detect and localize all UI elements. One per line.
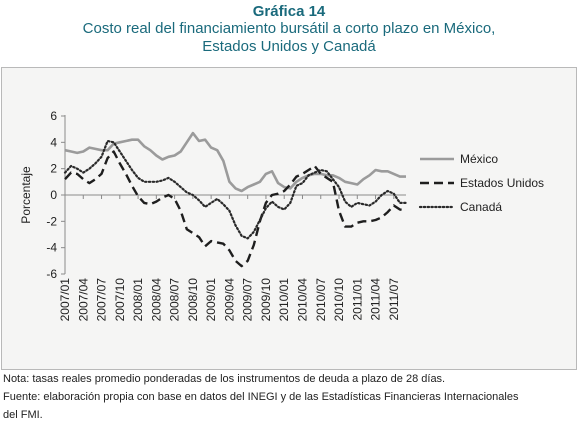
chart-panel: 6 4 2 0 -2 -4 -6 Porcentaje 2007/01 2007/04 2007/0…: [1, 67, 577, 370]
legend-label: México: [460, 152, 498, 166]
x-tick-label: 2010/07: [314, 278, 328, 322]
x-tick-label: 2010/10: [332, 278, 346, 322]
x-tick-label: 2010/01: [277, 278, 291, 322]
x-tick-label: 2008/04: [149, 278, 163, 322]
legend-label: Canadá: [460, 200, 502, 214]
x-tick-label: 2007/04: [76, 278, 90, 322]
chart-subtitle-line1: Costo real del financiamiento bursátil a…: [82, 20, 496, 37]
y-tick-label: -2: [46, 214, 57, 228]
y-axis-title: Porcentaje: [19, 166, 33, 224]
x-tick-label: 2009/10: [259, 278, 273, 322]
y-tick-label: 4: [50, 135, 57, 149]
y-tick-label: 6: [50, 109, 57, 123]
series-line-canada: [63, 139, 408, 240]
x-tick-label: 2008/01: [131, 278, 145, 322]
x-tick-label: 2007/01: [58, 278, 72, 322]
y-tick-label: 0: [50, 188, 57, 202]
line-chart: 6 4 2 0 -2 -4 -6 Porcentaje 2007/01 2007/04 2007/0…: [19, 109, 544, 322]
x-tick-label: 2008/07: [168, 278, 182, 322]
x-tick-label: 2007/10: [113, 278, 127, 322]
footnote-source-continued: del FMI.: [3, 409, 43, 421]
footnote-note: Nota: tasas reales promedio ponderadas d…: [3, 373, 446, 385]
x-tick-label: 2011/01: [350, 278, 364, 321]
series-line-estados-unidos: [64, 150, 407, 268]
x-tick-label: 2009/07: [241, 278, 255, 322]
chart-subtitle-line2: Estados Unidos y Canadá: [202, 38, 376, 55]
y-tick-label: -6: [46, 267, 57, 281]
x-tick-label: 2010/04: [295, 278, 309, 322]
y-tick-label: -4: [46, 241, 57, 255]
x-tick-label: 2009/04: [222, 278, 236, 322]
x-tick-label: 2011/04: [369, 278, 383, 321]
x-tick-label: 2011/07: [387, 278, 401, 321]
series-line-mexico: [64, 131, 406, 193]
legend-label: Estados Unidos: [460, 176, 544, 190]
x-tick-label: 2008/10: [186, 278, 200, 322]
footnote-source: Fuente: elaboración propia con base en d…: [3, 391, 519, 403]
y-tick-label: 2: [50, 162, 57, 176]
x-tick-label: 2007/07: [95, 278, 109, 322]
x-tick-label: 2009/01: [204, 278, 218, 322]
chart-title: Gráfica 14: [252, 3, 326, 20]
